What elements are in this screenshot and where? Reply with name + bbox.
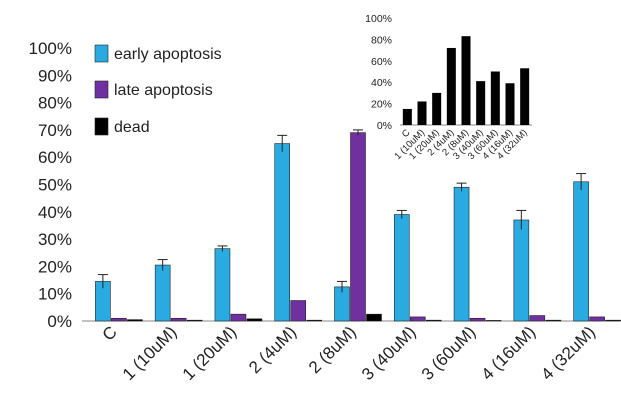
y-tick-label: 80% — [38, 94, 72, 113]
y-tick-label: 0% — [47, 312, 72, 331]
bar-early-apoptosis — [393, 214, 410, 322]
legend-swatch — [94, 80, 109, 99]
inset-bar — [402, 108, 412, 125]
bar-early-apoptosis — [274, 143, 291, 322]
y-tick-label: 10% — [38, 285, 72, 304]
inset-y-tick-label: 20% — [371, 99, 392, 111]
bar-dead — [425, 319, 442, 322]
bar-late-apoptosis — [529, 315, 546, 322]
bar-late-apoptosis — [409, 316, 426, 322]
bar-late-apoptosis — [111, 317, 127, 322]
bar-early-apoptosis — [573, 181, 589, 322]
legend-label: dead — [114, 119, 150, 136]
bar-late-apoptosis — [290, 300, 307, 322]
bar-early-apoptosis — [154, 264, 171, 322]
inset-bar — [461, 36, 471, 125]
x-category-label: 1 (10uM) — [119, 322, 181, 384]
inset-bar — [446, 47, 456, 125]
bar-dead — [186, 319, 203, 322]
y-tick-label: 50% — [38, 176, 72, 195]
x-category-label: 3 (60uM) — [418, 322, 480, 384]
bar-early-apoptosis — [513, 219, 530, 322]
x-category-label: C — [99, 322, 121, 344]
y-tick-label: 70% — [38, 121, 72, 140]
inset-y-tick-label: 0% — [377, 120, 392, 132]
y-tick-label: 100% — [29, 39, 72, 58]
x-category-label: 2 (8uM) — [305, 322, 360, 377]
bar-late-apoptosis — [589, 316, 605, 322]
bar-late-apoptosis — [350, 132, 366, 322]
y-tick-label: 30% — [38, 230, 72, 249]
bar-early-apoptosis — [214, 248, 231, 322]
inset-y-tick-label: 80% — [371, 34, 392, 46]
bar-dead — [127, 319, 143, 322]
legend-swatch — [94, 117, 109, 136]
y-tick-label: 60% — [38, 148, 72, 167]
x-category-label: 2 (4uM) — [245, 322, 300, 377]
inset-bar — [520, 68, 530, 125]
bar-dead — [545, 319, 562, 322]
legend-swatch — [94, 44, 109, 63]
bar-dead — [605, 319, 621, 322]
bar-dead — [246, 318, 263, 322]
bar-dead — [306, 319, 323, 322]
bar-late-apoptosis — [469, 317, 486, 322]
inset-y-tick-label: 40% — [371, 77, 392, 89]
bar-late-apoptosis — [230, 313, 247, 322]
legend-label: early apoptosis — [114, 46, 222, 63]
inset-y-tick-label: 100% — [365, 13, 392, 25]
inset-bar-chart: 0%20%40%60%80%100%C1 (10uM)1 (20uM)2 (4u… — [365, 13, 532, 162]
y-tick-label: 20% — [38, 257, 72, 276]
legend-label: late apoptosis — [114, 82, 213, 99]
y-tick-label: 40% — [38, 203, 72, 222]
x-category-label: 1 (20uM) — [179, 322, 241, 384]
inset-y-tick-label: 60% — [371, 56, 392, 68]
bar-late-apoptosis — [170, 317, 187, 322]
bar-dead — [366, 313, 382, 322]
inset-bar — [490, 71, 500, 125]
bar-early-apoptosis — [453, 186, 470, 322]
bar-dead — [485, 320, 502, 322]
x-category-label: 4 (32uM) — [537, 322, 599, 384]
x-category-label: 4 (16uM) — [478, 322, 540, 384]
y-tick-label: 90% — [38, 66, 72, 85]
x-category-label: 3 (40uM) — [358, 322, 420, 384]
inset-bar — [476, 81, 486, 125]
inset-bar — [432, 92, 442, 125]
inset-bar — [417, 101, 427, 125]
inset-bar — [505, 83, 515, 125]
